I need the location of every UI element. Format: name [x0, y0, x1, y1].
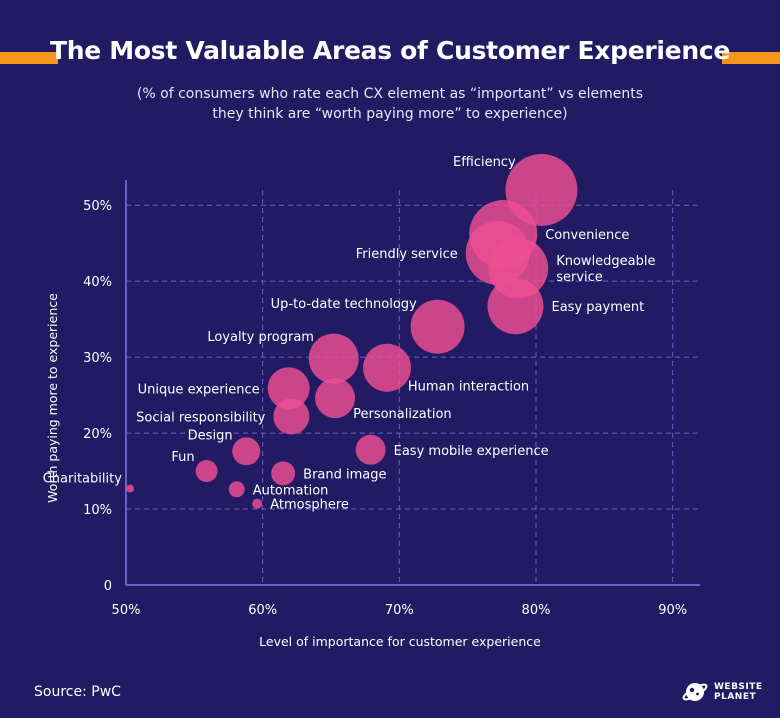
bubble-label: Design [188, 429, 233, 444]
x-tick-label: 70% [385, 603, 414, 618]
bubble-label: Friendly service [356, 247, 458, 262]
subtitle-line-1: (% of consumers who rate each CX element… [136, 86, 644, 102]
logo-text: WEBSITE PLANET [714, 682, 763, 702]
bubble-point [232, 437, 261, 466]
bubble-point [195, 460, 218, 483]
bubble-point [271, 461, 296, 486]
logo-line-2: PLANET [714, 692, 757, 702]
bubble-label: Atmosphere [270, 498, 349, 513]
source-note: Source: PwC [34, 684, 121, 700]
x-tick-label: 90% [658, 603, 687, 618]
y-tick-label: 10% [83, 503, 112, 518]
bubble-point [487, 278, 544, 335]
bubble-label: Personalization [353, 407, 452, 422]
bubble-point [228, 481, 245, 498]
y-tick-label: 20% [83, 427, 112, 442]
bubble-point [273, 398, 310, 435]
website-planet-logo: WEBSITE PLANET [682, 679, 763, 705]
bubble-label: Convenience [545, 228, 629, 243]
title-accent-bar-left [0, 52, 58, 64]
bubble-label: Brand image [303, 467, 386, 482]
chart-title: The Most Valuable Areas of Customer Expe… [49, 36, 731, 65]
bubble-label: Up-to-date technology [271, 297, 417, 312]
bubble-label: Loyalty program [207, 330, 314, 345]
bubble-point [308, 333, 359, 384]
x-tick-label: 60% [248, 603, 277, 618]
y-tick-label: 30% [83, 351, 112, 366]
y-axis-label: Worth paying more to experience [45, 293, 60, 503]
bubble-label: Human interaction [408, 380, 529, 395]
bubble-label: Easy payment [552, 300, 645, 315]
bubble-point [267, 367, 310, 410]
chart-subtitle: (% of consumers who rate each CX element… [120, 84, 660, 124]
subtitle-line-2: they think are “worth paying more” to ex… [212, 106, 568, 122]
bubble-label: Efficiency [453, 155, 516, 170]
y-tick-label: 0 [104, 579, 112, 594]
bubble-label: Unique experience [138, 382, 260, 397]
planet-icon [682, 683, 708, 701]
bubble-point [363, 343, 412, 392]
x-tick-label: 50% [112, 603, 141, 618]
x-axis-label: Level of importance for customer experie… [259, 634, 541, 649]
bubble-point [315, 378, 356, 419]
bubble-label: Charitability [43, 471, 122, 486]
bubble-point [355, 434, 386, 465]
logo-line-1: WEBSITE [714, 682, 763, 692]
y-tick-label: 40% [83, 275, 112, 290]
bubble-point [252, 498, 263, 509]
bubble-label: Fun [171, 450, 194, 465]
bubble-label: Automation [253, 483, 329, 498]
y-tick-label: 50% [83, 199, 112, 214]
bubble-point [410, 299, 465, 354]
bubble-point [126, 484, 135, 493]
title-accent-bar-right [722, 52, 780, 64]
bubble-label: Knowledgeable service [556, 254, 655, 285]
x-tick-label: 80% [522, 603, 551, 618]
bubble-label: Easy mobile experience [394, 444, 549, 459]
bubble-label: Social responsibility [136, 410, 266, 425]
